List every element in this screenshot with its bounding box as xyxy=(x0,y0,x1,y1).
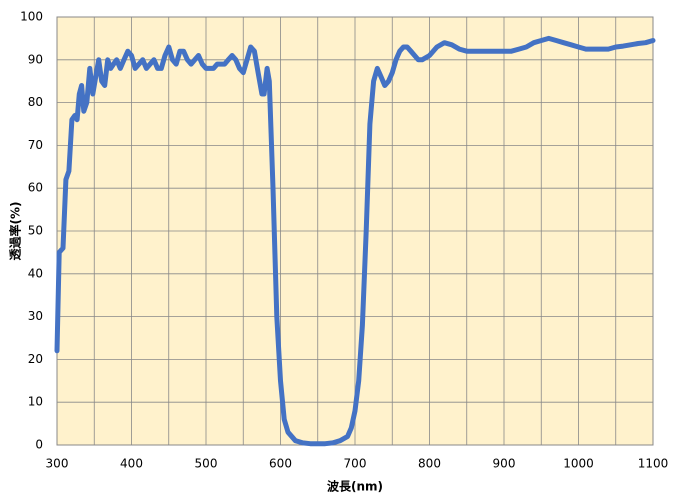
x-tick-label: 500 xyxy=(195,457,218,471)
x-tick-label: 300 xyxy=(46,457,69,471)
x-tick-label: 600 xyxy=(269,457,292,471)
y-tick-label: 0 xyxy=(35,438,43,452)
x-tick-label: 800 xyxy=(418,457,441,471)
x-tick-label: 700 xyxy=(344,457,367,471)
y-tick-label: 90 xyxy=(28,52,43,66)
y-tick-label: 50 xyxy=(28,224,43,238)
x-axis-title: 波長(nm) xyxy=(327,479,383,494)
x-tick-label: 1100 xyxy=(638,457,669,471)
y-tick-label: 100 xyxy=(20,10,43,24)
y-tick-label: 30 xyxy=(28,309,43,323)
y-tick-label: 20 xyxy=(28,352,43,366)
x-tick-label: 1000 xyxy=(563,457,594,471)
y-tick-label: 80 xyxy=(28,95,43,109)
x-tick-label: 900 xyxy=(493,457,516,471)
y-tick-label: 40 xyxy=(28,266,43,280)
y-tick-label: 60 xyxy=(28,181,43,195)
y-tick-label: 70 xyxy=(28,138,43,152)
x-tick-label: 400 xyxy=(120,457,143,471)
y-axis-title: 透過率(%) xyxy=(8,202,23,261)
y-tick-label: 10 xyxy=(28,395,43,409)
plot-border xyxy=(56,16,654,446)
data-line xyxy=(54,35,656,447)
